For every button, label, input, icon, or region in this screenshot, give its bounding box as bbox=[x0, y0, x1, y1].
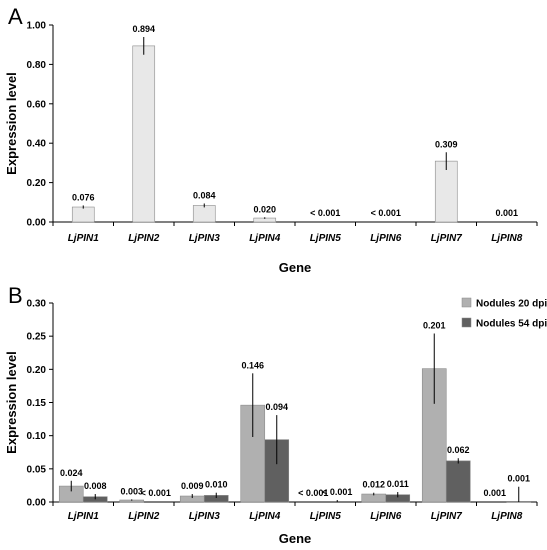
x-tick-label: LjPIN3 bbox=[189, 233, 221, 244]
data-label: 0.894 bbox=[132, 24, 155, 34]
x-tick-label: LjPIN5 bbox=[310, 233, 342, 244]
x-tick-label: LjPIN2 bbox=[128, 511, 160, 522]
y-tick-label: 0.00 bbox=[27, 218, 47, 229]
data-label: 0.146 bbox=[241, 360, 264, 370]
y-tick-label: 0.20 bbox=[27, 365, 47, 376]
x-tick-label: LjPIN8 bbox=[491, 511, 523, 522]
bar bbox=[132, 45, 156, 223]
y-tick-label: 0.20 bbox=[27, 178, 47, 189]
bar bbox=[445, 460, 471, 503]
x-axis-title: Gene bbox=[279, 531, 312, 546]
x-tick-label: LjPIN6 bbox=[370, 511, 402, 522]
x-tick-label: LjPIN4 bbox=[249, 233, 281, 244]
data-label: 0.024 bbox=[60, 468, 83, 478]
panel-b-chart: 0.00 0.05 0.10 0.15 0.20 0.25 0.30 LjPIN1 LjPIN2… bbox=[4, 297, 547, 546]
data-label: < 0.001 bbox=[310, 208, 340, 218]
y-tick-label: 0.80 bbox=[27, 60, 47, 71]
x-tick-label: LjPIN2 bbox=[128, 233, 160, 244]
x-tick-label: LjPIN6 bbox=[370, 233, 402, 244]
bar bbox=[71, 206, 95, 223]
x-tick-label: LjPIN4 bbox=[249, 511, 281, 522]
y-tick-label: 0.00 bbox=[27, 498, 47, 509]
legend-swatch bbox=[461, 317, 472, 328]
data-label: 0.020 bbox=[253, 204, 276, 214]
data-label: 0.003 bbox=[120, 486, 143, 496]
bar bbox=[192, 205, 216, 223]
x-tick-label: LjPIN7 bbox=[431, 511, 463, 522]
y-tick-label: 0.05 bbox=[27, 464, 47, 475]
y-tick-label: 1.00 bbox=[27, 21, 47, 32]
data-label: < 0.001 bbox=[141, 488, 171, 498]
x-tick-label: LjPIN7 bbox=[431, 233, 463, 244]
data-label: 0.011 bbox=[387, 479, 409, 489]
legend-label: Nodules 54 dpi bbox=[476, 319, 547, 330]
data-label: < 0.001 bbox=[298, 488, 328, 498]
y-tick-label: 0.60 bbox=[27, 99, 47, 110]
data-label: 0.076 bbox=[72, 192, 95, 202]
data-label: 0.001 bbox=[507, 474, 530, 484]
data-label: 0.062 bbox=[447, 445, 470, 455]
x-tick-label: LjPIN3 bbox=[189, 511, 221, 522]
x-axis-title: Gene bbox=[279, 260, 312, 275]
data-label: 0.008 bbox=[84, 481, 107, 491]
data-label: 0.309 bbox=[435, 139, 458, 149]
data-label: 0.009 bbox=[181, 481, 204, 491]
legend-label: Nodules 20 dpi bbox=[476, 299, 547, 310]
x-tick-label: LjPIN5 bbox=[310, 511, 342, 522]
bar bbox=[434, 160, 458, 223]
y-tick-label: 0.15 bbox=[27, 398, 47, 409]
y-tick-label: 0.25 bbox=[27, 332, 47, 343]
y-axis-title: Expression level bbox=[4, 351, 19, 454]
y-tick-label: 0.40 bbox=[27, 139, 47, 150]
panel-a-letter: A bbox=[8, 4, 23, 29]
panel-b-letter: B bbox=[8, 283, 23, 308]
data-label: 0.094 bbox=[265, 402, 288, 412]
data-label: 0.001 bbox=[495, 208, 518, 218]
x-tick-label: LjPIN1 bbox=[68, 511, 100, 522]
data-label: 0.084 bbox=[193, 190, 216, 200]
y-tick-label: 0.10 bbox=[27, 431, 47, 442]
data-label: < 0.001 bbox=[371, 208, 401, 218]
panel-a-chart: 0.00 0.20 0.40 0.60 0.80 1.00 LjPIN1 LjPIN2 LjPI… bbox=[4, 21, 538, 275]
y-axis-title: Expression level bbox=[4, 72, 19, 175]
x-tick-label: LjPIN8 bbox=[491, 233, 523, 244]
data-label: 0.001 bbox=[483, 488, 506, 498]
y-tick-label: 0.30 bbox=[27, 299, 47, 310]
x-tick-label: LjPIN1 bbox=[68, 233, 100, 244]
data-label: 0.012 bbox=[362, 480, 385, 490]
data-label: < 0.001 bbox=[322, 487, 352, 497]
data-label: 0.010 bbox=[205, 480, 228, 490]
data-label: 0.201 bbox=[423, 321, 446, 331]
legend-swatch bbox=[461, 297, 472, 308]
